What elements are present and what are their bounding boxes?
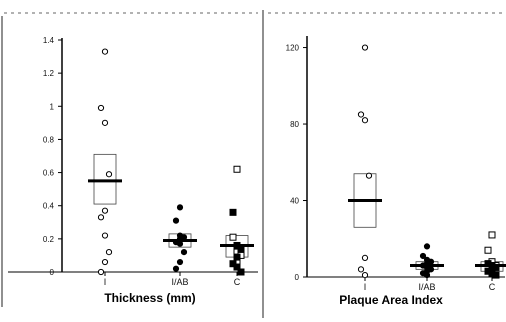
plaque-area-point	[361, 254, 369, 261]
plaque-area-point	[365, 172, 373, 179]
plaque-area-point	[488, 231, 496, 239]
thickness-category-label: I/AB	[171, 277, 188, 287]
thickness-point	[233, 165, 241, 173]
thickness-y-tick-label: 0.6	[43, 169, 55, 178]
plaque-area-point	[361, 271, 369, 279]
plaque-area-category-label: I/AB	[418, 282, 435, 292]
plaque-area-point	[492, 271, 500, 279]
panel-frames	[1, 10, 264, 318]
plaque-area-category-label: I	[364, 282, 367, 292]
plaque-area-point	[419, 252, 427, 260]
plaque-area-point	[357, 111, 365, 118]
thickness-category-label: C	[234, 277, 241, 287]
thickness-y-tick-label: 1.4	[43, 36, 55, 45]
plaque-area-point	[423, 243, 431, 250]
thickness-point	[176, 258, 184, 266]
thickness-point	[101, 48, 109, 55]
thickness-point	[97, 268, 105, 276]
thickness-x-title: Thickness (mm)	[104, 291, 195, 305]
thickness-category-label: I	[104, 277, 107, 287]
thickness-y-tick-label: 1.2	[43, 69, 55, 78]
plaque-area-y-tick-label: 40	[290, 197, 299, 206]
plaque-area-point	[423, 271, 431, 279]
plaque-area-point	[484, 246, 492, 254]
thickness-point	[101, 119, 109, 126]
thickness-point	[233, 263, 241, 271]
thickness-point	[97, 104, 105, 112]
thickness-point	[229, 208, 237, 216]
plaque-area-y-tick-label: 80	[290, 120, 299, 129]
thickness-y-tick-label: 0.2	[43, 235, 55, 244]
plaque-area-chart: 0 40 80 120 I I/AB C Plaque Area Index	[286, 36, 506, 307]
thickness-point	[176, 204, 184, 211]
thickness-point	[101, 258, 109, 266]
plaque-area-y-tick-label: 0	[295, 273, 300, 282]
thickness-point	[172, 217, 180, 224]
thickness-y-tick-label: 0.4	[43, 202, 55, 211]
thickness-point	[172, 265, 180, 272]
plaque-area-y-tick-label: 120	[286, 44, 300, 53]
thickness-point	[97, 214, 105, 221]
thickness-point	[101, 232, 109, 239]
plaque-area-x-title: Plaque Area Index	[339, 293, 443, 307]
thickness-point	[229, 233, 237, 241]
thickness-point	[101, 207, 109, 214]
thickness-y-tick-label: 1	[50, 102, 55, 111]
thickness-point	[180, 249, 188, 256]
plaque-area-point	[357, 266, 365, 273]
plaque-area-category-label: C	[489, 282, 496, 292]
thickness-point	[237, 268, 245, 276]
thickness-point	[105, 249, 113, 256]
thickness-point	[105, 171, 113, 178]
thickness-y-tick-label: 0.8	[43, 135, 55, 144]
thickness-point	[233, 253, 241, 261]
thickness-box	[93, 153, 117, 205]
plaque-area-point	[361, 44, 369, 51]
plaque-area-point	[361, 117, 369, 124]
